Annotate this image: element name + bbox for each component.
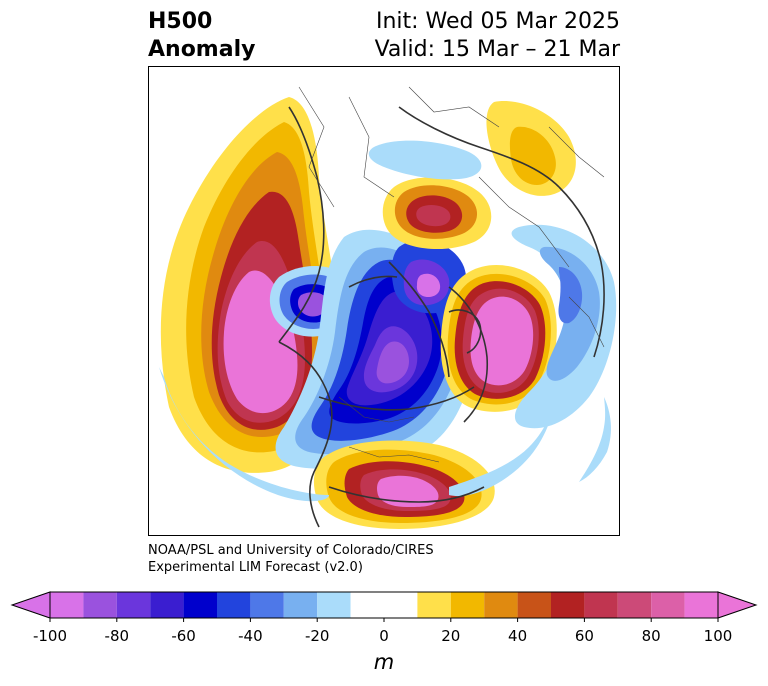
colorbar-swatch	[584, 592, 618, 618]
anomaly-map-graphic	[159, 86, 617, 529]
colorbar-swatch	[450, 592, 485, 618]
colorbar-swatch	[50, 592, 84, 618]
colorbar-swatch	[150, 592, 184, 618]
colorbar-swatch	[484, 592, 518, 618]
colorbar-tick-label: -40	[238, 627, 263, 645]
colorbar-unit-label: m	[373, 650, 395, 674]
credit-text: NOAA/PSL and University of Colorado/CIRE…	[148, 542, 434, 576]
subtropical-negative-anomaly	[159, 367, 611, 502]
colorbar-tick-label: 40	[508, 627, 528, 645]
colorbar-swatch	[116, 592, 151, 618]
colorbar-tick-label: 100	[703, 627, 733, 645]
valid-range: Valid: 15 Mar – 21 Mar	[374, 37, 620, 62]
colorbar-extend-low	[10, 591, 51, 619]
colorbar-swatch	[183, 592, 217, 618]
colorbar-tick-label: -100	[32, 627, 68, 645]
title-type: Anomaly	[148, 37, 256, 62]
title-variable: H500	[148, 9, 213, 34]
siberia-negative-anomaly	[368, 140, 482, 180]
colorbar-tick-label: 80	[641, 627, 661, 645]
colorbar-swatch	[250, 592, 284, 618]
southeast-us-positive-anomaly	[313, 440, 495, 529]
colorbar-swatch	[417, 592, 451, 618]
colorbar-swatch	[283, 592, 318, 618]
political-boundaries	[298, 86, 605, 463]
colorbar-tick-label: -20	[304, 627, 330, 645]
forecast-dates: Init: Wed 05 Mar 2025 Valid: 15 Mar – 21…	[375, 8, 620, 64]
credit-line-1: NOAA/PSL and University of Colorado/CIRE…	[148, 543, 434, 558]
colorbar-swatch	[217, 592, 251, 618]
polar-negative-anomaly	[391, 239, 467, 314]
colorbar-swatch	[350, 592, 418, 618]
colorbar-swatch	[517, 592, 551, 618]
colorbar-tick-label: 20	[441, 627, 461, 645]
atlantic-positive-anomaly	[440, 264, 557, 412]
map-title: H500 Anomaly	[148, 8, 255, 64]
coastlines	[278, 106, 605, 528]
asia-negative-anomaly	[511, 224, 617, 429]
colorbar-swatch	[617, 592, 652, 618]
colorbar-tick-label: -80	[104, 627, 130, 645]
east-asia-positive-anomaly	[486, 101, 576, 196]
init-date: Init: Wed 05 Mar 2025	[375, 9, 620, 34]
colorbar-swatch	[651, 592, 685, 618]
colorbar-extend-high	[717, 591, 758, 619]
colorbar-tick-label: 0	[379, 627, 389, 645]
colorbar	[10, 591, 758, 622]
colorbar-swatch	[684, 592, 718, 618]
europe-positive-anomaly	[382, 177, 492, 250]
colorbar-swatch	[317, 592, 351, 618]
colorbar-swatch	[83, 592, 117, 618]
colorbar-swatch	[551, 592, 585, 618]
pacific-positive-anomaly	[160, 97, 340, 473]
colorbar-tick-label: -60	[171, 627, 196, 645]
colorbar-tick-label: 60	[574, 627, 594, 645]
credit-line-2: Experimental LIM Forecast (v2.0)	[148, 560, 363, 575]
anomaly-map	[148, 66, 620, 536]
